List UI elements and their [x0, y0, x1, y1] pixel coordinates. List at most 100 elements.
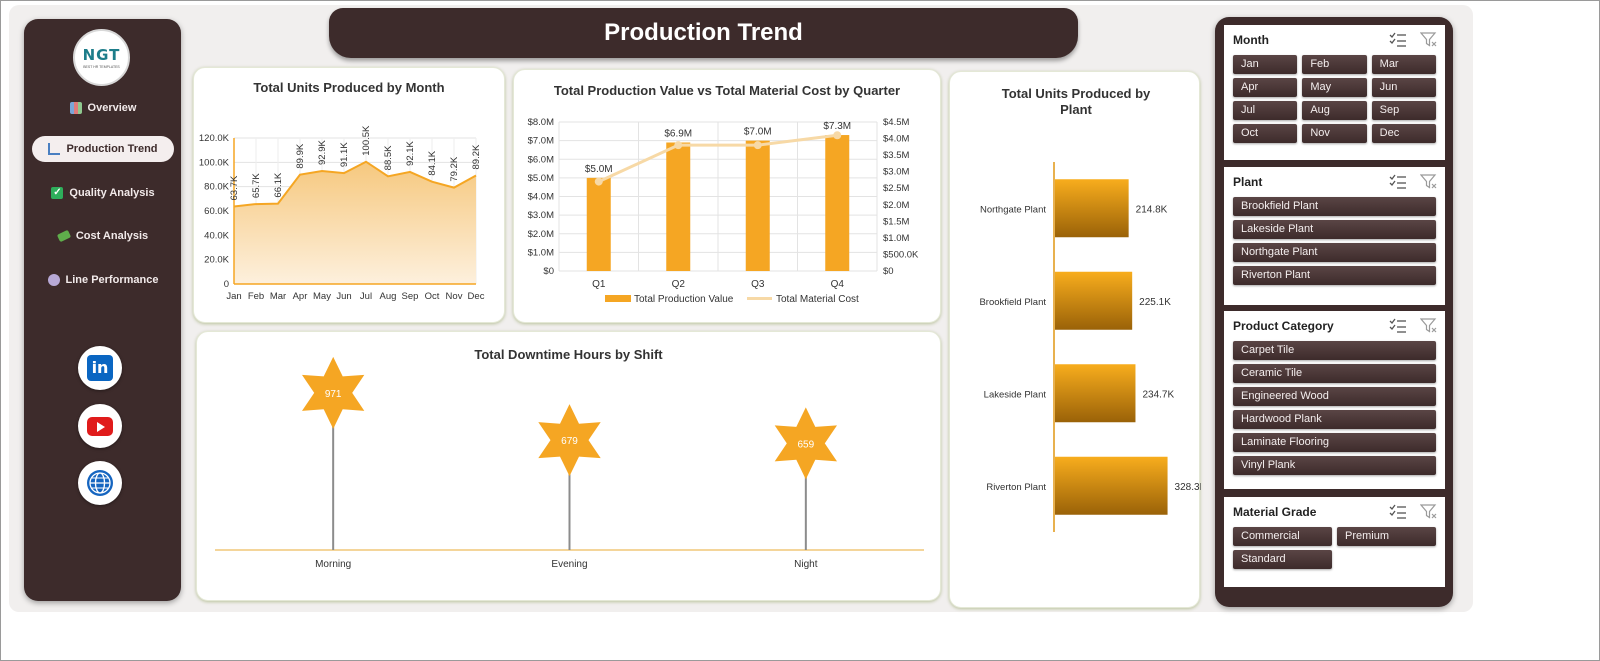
slicer-item[interactable]: Laminate Flooring: [1233, 433, 1436, 452]
data-label: 659: [797, 439, 814, 450]
nav-item-label: Cost Analysis: [75, 230, 149, 242]
data-label: 679: [561, 436, 578, 447]
clear-filter-icon[interactable]: [1419, 318, 1438, 334]
category-label: Northgate Plant: [980, 204, 1046, 215]
slicer-item[interactable]: Riverton Plant: [1233, 266, 1436, 285]
x-tick-label: Nov: [446, 291, 463, 302]
downtime-by-shift-card: Total Downtime Hours by Shift 971 Morning…: [196, 331, 941, 601]
slicer-item[interactable]: Aug: [1302, 101, 1367, 120]
slicer-item[interactable]: Jul: [1233, 101, 1298, 120]
slicer-item[interactable]: Apr: [1233, 78, 1298, 97]
units-by-plant-card: Total Units Produced by Plant Northgate …: [949, 71, 1201, 608]
slicer-item[interactable]: Mar: [1371, 55, 1436, 74]
data-label: 971: [325, 389, 342, 400]
x-tick-label: Morning: [315, 559, 351, 570]
slicer-item[interactable]: May: [1302, 78, 1367, 97]
y-tick-label-right: $1.5M: [883, 216, 909, 227]
slicer-item[interactable]: Standard: [1233, 550, 1332, 569]
slicer-title: Material Grade: [1233, 505, 1317, 519]
cost-line: [598, 133, 838, 183]
clear-filter-icon[interactable]: [1419, 32, 1438, 48]
nav-item-label: Quality Analysis: [69, 187, 155, 199]
slicer-item[interactable]: Oct: [1233, 124, 1298, 143]
x-tick-label: Jun: [336, 291, 351, 302]
y-tick-label-right: $3.5M: [883, 150, 909, 161]
y-tick-label-left: $5.0M: [528, 173, 554, 184]
chart-title: Total Production Value vs Total Material…: [553, 83, 901, 98]
website-button[interactable]: [78, 461, 122, 505]
slicer-item[interactable]: Jun: [1371, 78, 1436, 97]
linkedin-button[interactable]: in: [78, 346, 122, 390]
x-tick-label: May: [313, 291, 331, 302]
chart-title: Total Downtime Hours by Shift: [474, 347, 663, 362]
data-label: 214.8K: [1136, 204, 1168, 215]
slicer-item[interactable]: Dec: [1371, 124, 1436, 143]
data-label: 89.9K: [295, 143, 306, 168]
youtube-button[interactable]: [78, 404, 122, 448]
y-tick-label: 40.0K: [204, 230, 229, 241]
slicer-item[interactable]: Sep: [1371, 101, 1436, 120]
data-label: 65.7K: [251, 173, 262, 198]
legend-label: Total Production Value: [634, 294, 734, 305]
data-label: 63.7K: [229, 175, 240, 200]
nav-item-cost-analysis[interactable]: Cost Analysis: [32, 223, 174, 249]
slicer-item[interactable]: Nov: [1302, 124, 1367, 143]
x-tick-label: Jan: [226, 291, 241, 302]
data-label: 66.1K: [273, 172, 284, 197]
y-tick-label-left: $0: [543, 266, 554, 277]
slicer-item[interactable]: Commercial: [1233, 527, 1332, 546]
slicer-item[interactable]: Vinyl Plank: [1233, 456, 1436, 475]
y-tick-label-right: $500.0K: [883, 249, 919, 260]
multi-select-icon[interactable]: [1389, 32, 1407, 48]
slicer-item[interactable]: Jan: [1233, 55, 1298, 74]
x-tick-label: Q3: [751, 279, 765, 290]
y-tick-label: 0: [224, 279, 229, 290]
slicer-item[interactable]: Carpet Tile: [1233, 341, 1436, 360]
y-tick-label: 60.0K: [204, 206, 229, 217]
nav-item-label: Line Performance: [65, 274, 159, 286]
y-tick-label-left: $8.0M: [528, 117, 554, 128]
line-chart-icon: [48, 143, 61, 155]
logo-mark: NGT: [82, 46, 121, 64]
youtube-icon: [87, 416, 113, 436]
checkbox-icon: ✓: [51, 187, 64, 199]
page-title-banner: Production Trend: [329, 8, 1078, 58]
linkedin-icon: in: [87, 355, 113, 381]
slicer-plant: Plant Brookfield Plant Lakeside Plant Nort…: [1224, 167, 1445, 305]
multi-select-icon[interactable]: [1389, 504, 1407, 520]
legend-label: Total Material Cost: [776, 294, 859, 305]
slicer-item[interactable]: Lakeside Plant: [1233, 220, 1436, 239]
multi-select-icon[interactable]: [1389, 174, 1407, 190]
data-label: 92.1K: [405, 140, 416, 165]
clear-filter-icon[interactable]: [1419, 174, 1438, 190]
nav-item-overview[interactable]: Overview: [32, 95, 174, 121]
line-point: [833, 131, 842, 140]
y-tick-label-left: $1.0M: [528, 247, 554, 258]
slicer-item[interactable]: Ceramic Tile: [1233, 364, 1436, 383]
slicer-title: Product Category: [1233, 319, 1334, 333]
money-icon: [56, 229, 71, 243]
x-tick-label: Mar: [270, 291, 286, 302]
page-title: Production Trend: [604, 19, 803, 46]
nav-item-quality-analysis[interactable]: ✓ Quality Analysis: [32, 180, 174, 206]
slicer-item[interactable]: Feb: [1302, 55, 1367, 74]
star-marker: [538, 404, 601, 477]
nav-item-line-performance[interactable]: Line Performance: [32, 267, 174, 293]
slicer-item[interactable]: Brookfield Plant: [1233, 197, 1436, 216]
data-label: 92.9K: [317, 139, 328, 164]
slicer-item[interactable]: Northgate Plant: [1233, 243, 1436, 262]
sidebar: NGT BEST HR TEMPLATES Overview Productio…: [24, 19, 181, 601]
y-tick-label-left: $4.0M: [528, 192, 554, 203]
x-tick-label: Sep: [402, 291, 419, 302]
y-tick-label: 80.0K: [204, 182, 229, 193]
x-tick-label: Evening: [551, 559, 587, 570]
value-vs-cost-card: Total Production Value vs Total Material…: [513, 69, 941, 323]
y-tick-label-left: $6.0M: [528, 154, 554, 165]
nav-item-production-trend[interactable]: Production Trend: [32, 136, 174, 162]
clear-filter-icon[interactable]: [1419, 504, 1438, 520]
multi-select-icon[interactable]: [1389, 318, 1407, 334]
slicer-item[interactable]: Premium: [1337, 527, 1436, 546]
slicer-item[interactable]: Hardwood Plank: [1233, 410, 1436, 429]
slicer-item[interactable]: Engineered Wood: [1233, 387, 1436, 406]
y-tick-label: 20.0K: [204, 255, 229, 266]
